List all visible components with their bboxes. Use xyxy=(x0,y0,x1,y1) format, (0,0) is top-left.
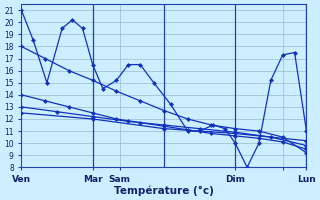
X-axis label: Température (°c): Température (°c) xyxy=(114,185,214,196)
